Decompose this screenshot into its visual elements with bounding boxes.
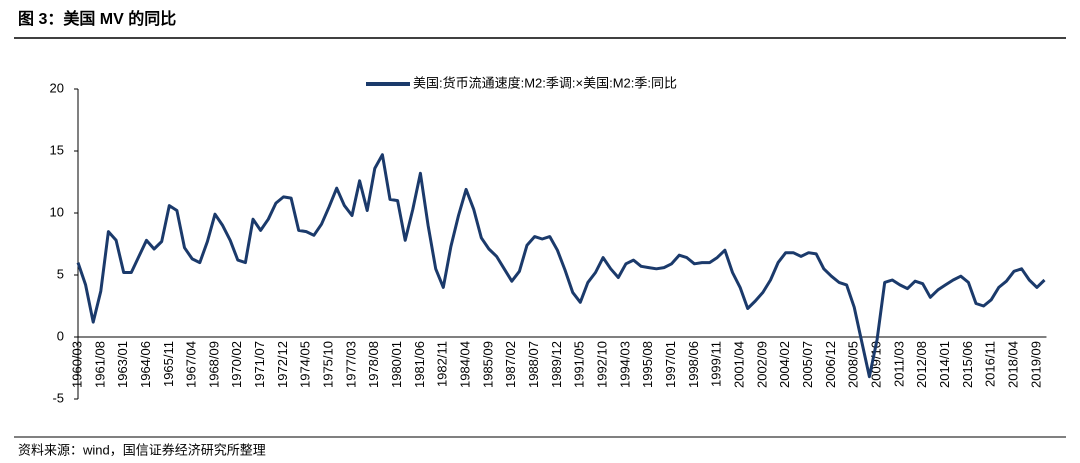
x-tick-label: 2005/07 bbox=[800, 341, 815, 388]
x-tick-label: 2002/09 bbox=[754, 341, 769, 388]
y-tick-label: 0 bbox=[57, 328, 64, 343]
x-tick-label: 1985/09 bbox=[480, 341, 495, 388]
x-tick-label: 1968/09 bbox=[206, 341, 221, 388]
x-tick-label: 1981/06 bbox=[412, 341, 427, 388]
source-note: 资料来源：wind，国信证券经济研究所整理 bbox=[18, 442, 266, 457]
x-tick-label: 2001/04 bbox=[732, 341, 747, 388]
x-tick-label: 1997/01 bbox=[663, 341, 678, 388]
x-tick-label: 1967/04 bbox=[184, 341, 199, 388]
x-tick-label: 2009/10 bbox=[868, 341, 883, 388]
x-tick-label: 1977/03 bbox=[343, 341, 358, 388]
x-tick-label: 1994/03 bbox=[617, 341, 632, 388]
x-tick-label: 1970/02 bbox=[229, 341, 244, 388]
x-tick-label: 1984/04 bbox=[458, 341, 473, 388]
y-tick-label: 15 bbox=[50, 142, 64, 157]
chart-title: 图 3：美国 MV 的同比 bbox=[18, 9, 176, 28]
x-tick-label: 1971/07 bbox=[252, 341, 267, 388]
x-tick-label: 1991/05 bbox=[572, 341, 587, 388]
x-tick-label: 2011/03 bbox=[891, 341, 906, 387]
x-tick-label: 2014/01 bbox=[937, 341, 952, 388]
x-tick-label: 2019/09 bbox=[1028, 341, 1043, 388]
y-tick-label: 5 bbox=[57, 266, 64, 281]
y-tick-label: -5 bbox=[52, 390, 64, 405]
x-tick-label: 1960/03 bbox=[69, 341, 84, 388]
x-tick-label: 1998/06 bbox=[686, 341, 701, 388]
x-tick-label: 2016/11 bbox=[983, 341, 998, 387]
x-tick-label: 1972/12 bbox=[275, 341, 290, 388]
x-tick-label: 1978/08 bbox=[366, 341, 381, 388]
x-tick-label: 1999/11 bbox=[709, 341, 724, 387]
x-tick-label: 1995/08 bbox=[640, 341, 655, 388]
x-tick-label: 1965/11 bbox=[161, 341, 176, 387]
x-tick-label: 1961/08 bbox=[92, 341, 107, 388]
x-tick-label: 1963/01 bbox=[115, 341, 130, 388]
y-tick-label: 10 bbox=[50, 204, 64, 219]
x-tick-label: 1992/10 bbox=[595, 341, 610, 388]
x-tick-label: 1975/10 bbox=[321, 341, 336, 388]
x-tick-label: 1982/11 bbox=[435, 341, 450, 387]
x-tick-label: 2006/12 bbox=[823, 341, 838, 388]
x-tick-label: 2008/05 bbox=[846, 341, 861, 388]
x-tick-label: 2018/04 bbox=[1005, 341, 1020, 388]
x-tick-label: 2004/02 bbox=[777, 341, 792, 388]
y-tick-label: 20 bbox=[50, 80, 64, 95]
x-tick-label: 1988/07 bbox=[526, 341, 541, 388]
x-tick-label: 1964/06 bbox=[138, 341, 153, 388]
series-line bbox=[76, 153, 1046, 379]
x-tick-label: 1980/01 bbox=[389, 341, 404, 388]
x-tick-label: 2012/08 bbox=[914, 341, 929, 388]
x-tick-label: 1987/02 bbox=[503, 341, 518, 388]
legend-label: 美国:货币流通速度:M2:季调:×美国:M2:季:同比 bbox=[413, 75, 677, 90]
x-tick-label: 1989/12 bbox=[549, 341, 564, 388]
x-tick-label: 1974/05 bbox=[298, 341, 313, 388]
x-tick-label: 2015/06 bbox=[960, 341, 975, 388]
